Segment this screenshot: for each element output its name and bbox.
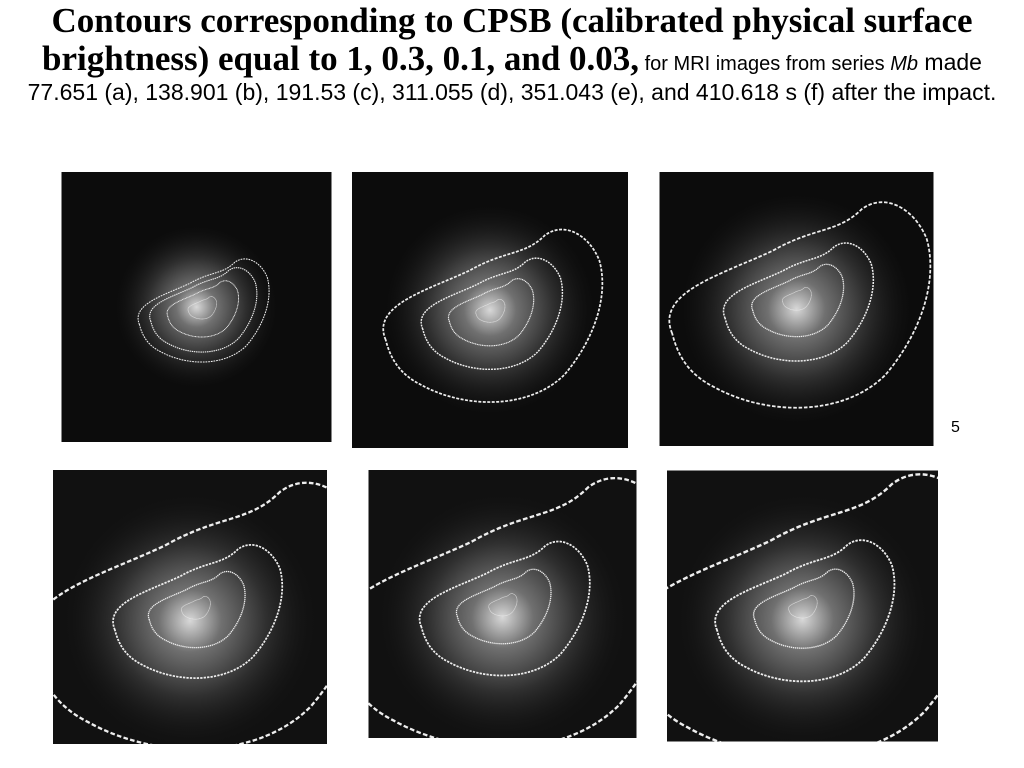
image-panel (659, 172, 934, 446)
image-panel (61, 172, 332, 442)
title-small: for MRI images from series (639, 52, 891, 75)
title: Contours corresponding to CPSB (calibrat… (20, 2, 1004, 107)
page-number: 5 (951, 419, 960, 436)
title-italic: Mb (890, 52, 919, 75)
image-panel (667, 470, 938, 742)
image-panel (53, 470, 327, 744)
title-bold: Contours corresponding to CPSB (calibrat… (42, 1, 973, 78)
image-panel (352, 172, 628, 448)
title-rest: made 77.651 (a), 138.901 (b), 191.53 (c)… (27, 48, 997, 105)
image-panel (368, 470, 637, 738)
